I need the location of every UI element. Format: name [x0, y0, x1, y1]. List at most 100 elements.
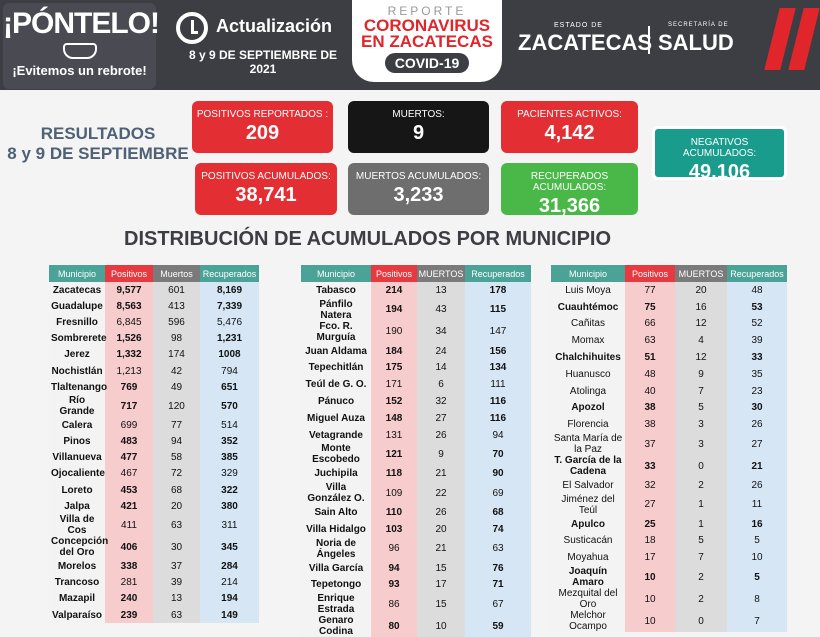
- estado-name: ZACATECAS: [518, 30, 653, 55]
- positivos-cell: 467: [105, 465, 153, 483]
- update-date: 8 y 9 DE SEPTIEMBRE DE 2021: [188, 48, 338, 76]
- positivos-cell: 40: [625, 382, 675, 400]
- column-header: Recuperados: [727, 265, 787, 282]
- clock-icon: [176, 12, 208, 44]
- table-row: Juchipila 118 21 90: [301, 465, 531, 483]
- column-header: Positivos: [371, 265, 417, 282]
- municipio-cell: T. García de la Cadena: [551, 455, 625, 478]
- muertos-cell: 39: [153, 574, 200, 591]
- table-row: Noria de Ángeles 96 21 63: [301, 537, 531, 560]
- muertos-card: MUERTOS: 9: [348, 101, 489, 153]
- muertos-acumulados-card: MUERTOS ACUMULADOS: 3,233: [348, 163, 489, 215]
- table-row: El Salvador 32 2 26: [551, 477, 787, 494]
- covid-report-logo: REPORTE CORONAVIRUS EN ZACATECAS COVID-1…: [352, 0, 502, 82]
- muertos-cell: 0: [675, 610, 727, 633]
- recuperados-cell: 147: [465, 320, 531, 343]
- muertos-cell: 34: [417, 320, 465, 343]
- positivos-cell: 37: [625, 433, 675, 456]
- column-header: Positivos: [105, 265, 153, 282]
- recuperados-cell: 21: [727, 455, 787, 478]
- card-label: PACIENTES ACTIVOS:: [517, 109, 622, 120]
- table-row: Villa González O. 109 22 69: [301, 482, 531, 505]
- muertos-cell: 26: [417, 504, 465, 522]
- municipio-cell: Cuauhtémoc: [551, 298, 625, 316]
- recuperados-cell: 26: [727, 416, 787, 434]
- muertos-cell: 10: [417, 615, 465, 637]
- positivos-cell: 477: [105, 449, 153, 466]
- muertos-cell: 174: [153, 346, 200, 363]
- logo-coronavirus: CORONAVIRUS: [363, 16, 491, 35]
- municipio-cell: Florencia: [551, 416, 625, 434]
- recuperados-cell: 116: [465, 393, 531, 410]
- positivos-cell: 769: [105, 379, 153, 396]
- table-row: Valparaíso 239 63 149: [49, 607, 259, 624]
- muertos-cell: 14: [417, 359, 465, 377]
- municipio-cell: Huanusco: [551, 365, 625, 383]
- municipio-cell: Tepetongo: [301, 576, 371, 594]
- table-row: Jerez 1,332 174 1008: [49, 346, 259, 363]
- muertos-cell: 77: [153, 417, 200, 434]
- municipio-cell: Tlaltenango: [49, 379, 107, 396]
- estado-label: ESTADO DE: [554, 22, 603, 29]
- recuperados-cell: 380: [200, 498, 259, 515]
- table-row: Calera 699 77 514: [49, 417, 259, 434]
- muertos-cell: 27: [417, 409, 465, 427]
- muertos-cell: 7: [675, 382, 727, 400]
- positivos-cell: 96: [371, 537, 417, 560]
- municipio-cell: Santa María de la Paz: [551, 433, 625, 456]
- table-row: Susticacán 18 5 5: [551, 532, 787, 550]
- table-row: Villa de Cos 411 63 311: [49, 514, 259, 537]
- positivos-cell: 18: [625, 532, 675, 550]
- ponte-subtitle: ¡Evitemos un rebrote!: [12, 63, 147, 78]
- positivos-cell: 75: [625, 298, 675, 316]
- positivos-cell: 8,563: [105, 298, 153, 315]
- column-header: Municipio: [301, 265, 371, 282]
- positivos-cell: 38: [625, 416, 675, 434]
- muertos-cell: 15: [417, 593, 465, 616]
- table-row: Huanusco 48 9 35: [551, 365, 787, 383]
- municipio-cell: Zacatecas: [49, 282, 105, 299]
- muertos-cell: 20: [417, 521, 465, 538]
- municipio-cell: Calera: [49, 417, 105, 434]
- card-value: 49,106: [688, 161, 751, 183]
- table-row: Cuauhtémoc 75 16 53: [551, 298, 787, 316]
- recuperados-cell: 33: [727, 349, 787, 366]
- table-row: Enrique Estrada 86 15 67: [301, 593, 531, 616]
- table-row: Moyahua 17 7 10: [551, 549, 787, 567]
- recuperados-cell: 27: [727, 433, 787, 456]
- positivos-reportados-card: POSITIVOS REPORTADOS : 209: [192, 101, 333, 153]
- card-value: 4,142: [544, 122, 595, 144]
- recuperados-cell: 94: [465, 426, 531, 444]
- pacientes-activos-card: PACIENTES ACTIVOS: 4,142: [501, 101, 638, 153]
- results-title-line2: 8 y 9 DE SEPTIEMBRE: [7, 144, 189, 163]
- table-row: Joaquín Amaro 10 2 5: [551, 566, 787, 589]
- positivos-cell: 131: [371, 426, 417, 444]
- table-row: Pinos 483 94 352: [49, 433, 259, 450]
- logo-reporte: REPORTE: [387, 4, 467, 18]
- muertos-cell: 3: [675, 433, 727, 456]
- muertos-cell: 20: [675, 282, 727, 299]
- positivos-cell: 421: [105, 498, 153, 515]
- positivos-cell: 717: [105, 395, 153, 418]
- recuperados-cell: 90: [465, 465, 531, 483]
- municipio-cell: Mazapil: [49, 590, 105, 607]
- positivos-cell: 239: [105, 607, 153, 624]
- positivos-cell: 152: [371, 393, 417, 410]
- table-row: Fco. R. Murguía 190 34 147: [301, 320, 531, 343]
- positivos-cell: 80: [371, 615, 417, 637]
- muertos-cell: 1: [675, 493, 727, 516]
- negativos-card: NEGATIVOS ACUMULADOS: 49,106: [652, 126, 787, 183]
- logo-en-zacatecas: EN ZACATECAS: [361, 32, 493, 51]
- municipio-cell: Jerez: [49, 346, 105, 363]
- municipio-cell: Juan Aldama: [301, 342, 371, 360]
- table-row: Villanueva 477 58 385: [49, 449, 259, 466]
- logo-covid: COVID-19: [384, 53, 470, 73]
- positivos-cell: 453: [105, 482, 153, 499]
- positivos-cell: 184: [371, 342, 417, 360]
- card-value: 9: [412, 122, 425, 144]
- recuperados-cell: 16: [727, 515, 787, 533]
- recuperados-cell: 214: [200, 574, 259, 591]
- muertos-cell: 5: [675, 399, 727, 417]
- municipio-cell: Valparaíso: [49, 607, 105, 624]
- municipio-cell: Apozol: [551, 399, 625, 417]
